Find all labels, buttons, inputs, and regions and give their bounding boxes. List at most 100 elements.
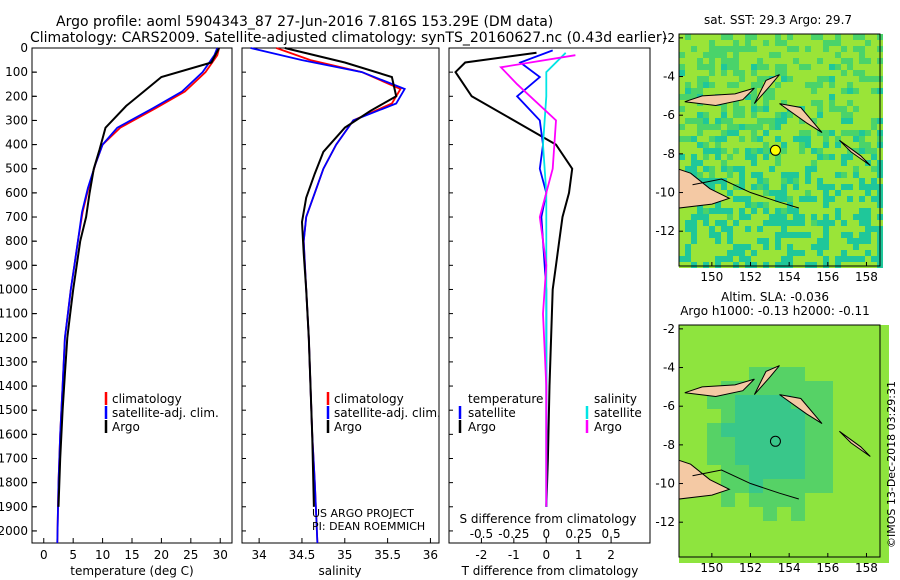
map-cell [793,46,799,52]
map-cell [833,479,847,493]
map-cell [679,262,685,268]
map-cell [823,100,829,106]
map-cell [733,124,739,130]
map-cell [865,178,871,184]
map-cell [817,112,823,118]
map-cell [697,88,703,94]
map-cell [805,124,811,130]
map-cell [703,226,709,232]
map-cell [805,423,819,437]
map-cell [727,34,733,40]
map-cell [793,94,799,100]
map-cell [781,166,787,172]
map-cell [693,325,707,339]
title-line2: Climatology: CARS2009. Satellite-adjuste… [30,30,667,46]
map-cell [871,232,877,238]
map-cell [853,226,859,232]
map-cell [871,166,877,172]
map-cell [697,220,703,226]
map-cell [805,34,811,40]
map-cell [769,34,775,40]
x-tick-label: 34 [251,548,266,562]
map-cell [685,244,691,250]
map-cell [715,136,721,142]
series-line-climatology [56,47,220,544]
map-cell [679,94,685,100]
map-cell [805,232,811,238]
map-cell [721,70,727,76]
map-cell [721,34,727,40]
map-cell [861,493,875,507]
credit-pi: PI: DEAN ROEMMICH [312,520,425,533]
map-cell [781,46,787,52]
map-cell [853,46,859,52]
map-cell [819,465,833,479]
map-cell [865,250,871,256]
map-cell [811,52,817,58]
map-cell [817,82,823,88]
map-cell [859,220,865,226]
map-cell [763,148,769,154]
map-cell [875,325,889,339]
map-cell [875,479,889,493]
map-cell [859,190,865,196]
map-cell [685,148,691,154]
map-cell [799,202,805,208]
map-cell [853,196,859,202]
sst-map-title: sat. SST: 29.3 Argo: 29.7 [704,13,852,27]
map-cell [727,100,733,106]
map-cell [775,214,781,220]
map-cell [829,244,835,250]
map-cell [697,142,703,148]
map-cell [735,325,749,339]
land-mass [839,430,871,457]
map-cell [793,214,799,220]
map-cell [769,160,775,166]
map-cell [853,64,859,70]
map-cell [781,232,787,238]
map-cell [691,226,697,232]
lon-tick-label: 152 [739,561,762,575]
map-cell [693,409,707,423]
map-cell [805,58,811,64]
map-cell [703,106,709,112]
map-cell [679,142,685,148]
map-cell [679,70,685,76]
map-cell [769,142,775,148]
map-cell [799,58,805,64]
map-cell [829,232,835,238]
map-cell [847,106,853,112]
legend-climatology-label: climatology [334,392,404,406]
map-cell [859,100,865,106]
map-cell [847,160,853,166]
map-cell [865,34,871,40]
map-cell [781,130,787,136]
map-cell [805,166,811,172]
map-cell [757,256,763,262]
map-cell [823,202,829,208]
map-cell [865,220,871,226]
map-cell [859,70,865,76]
legend-temperature-title: temperature [468,392,543,406]
map-cell [791,465,805,479]
map-cell [757,130,763,136]
map-cell [763,250,769,256]
map-cell [679,82,685,88]
map-cell [871,190,877,196]
map-cell [819,493,833,507]
map-cell [835,58,841,64]
map-cell [787,184,793,190]
salinity-plot: 34 34.5 35 35.5 36 [242,47,438,562]
map-cell [707,353,721,367]
map-cell [769,244,775,250]
map-cell [859,94,865,100]
map-cell [781,106,787,112]
map-cell [775,262,781,268]
map-cell [841,106,847,112]
map-cell [841,256,847,262]
map-cell [715,76,721,82]
map-cell [721,395,735,409]
map-cell [739,184,745,190]
map-cell [823,142,829,148]
map-cell [715,244,721,250]
